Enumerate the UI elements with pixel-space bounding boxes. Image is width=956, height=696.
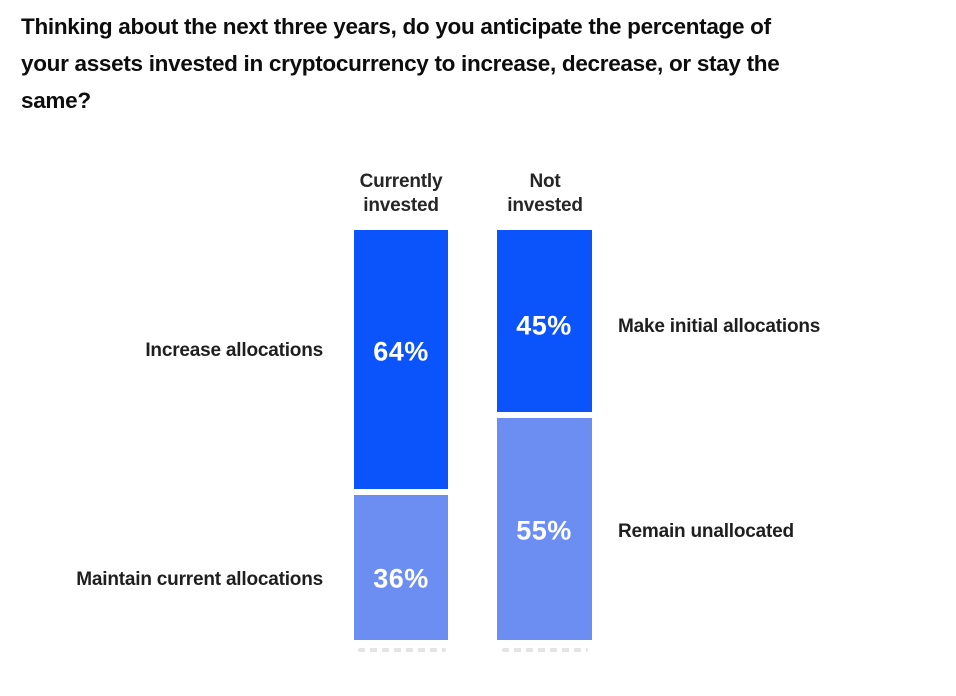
bar-segment-make-initial-allocations [497,230,592,412]
segment-label-increase-allocations: Increase allocations [145,340,323,361]
segment-label-remain-unallocated: Remain unallocated [618,521,794,542]
value-label-45: 45% [516,310,572,341]
segment-label-make-initial-allocations: Make initial allocations [618,316,821,337]
cropped-text-artifact [358,648,446,652]
question-title-line: same? [21,88,91,113]
question-title-line: Thinking about the next three years, do … [21,14,771,39]
value-label-55: 55% [516,515,572,546]
column-header-line: Currently [359,171,443,192]
value-label-36: 36% [373,563,429,594]
column-header-not-invested: Not invested [475,170,615,218]
question-title-line: your assets invested in cryptocurrency t… [21,51,780,76]
bar-not-invested [497,230,592,640]
segment-label-maintain-current-allocations: Maintain current allocations [76,569,323,590]
column-header-line: Not [529,171,561,192]
bar-segment-maintain-current-allocations [354,495,448,640]
column-header-currently-invested: Currently invested [331,170,471,218]
bar-currently-invested [354,230,448,640]
column-header-line: invested [507,195,583,216]
column-header-line: invested [363,195,439,216]
bar-segment-increase-allocations [354,230,448,490]
bar-segment-remain-unallocated [497,417,592,640]
question-title: Thinking about the next three years, do … [21,8,911,119]
cropped-text-artifact [502,648,588,652]
value-label-64: 64% [373,336,429,367]
